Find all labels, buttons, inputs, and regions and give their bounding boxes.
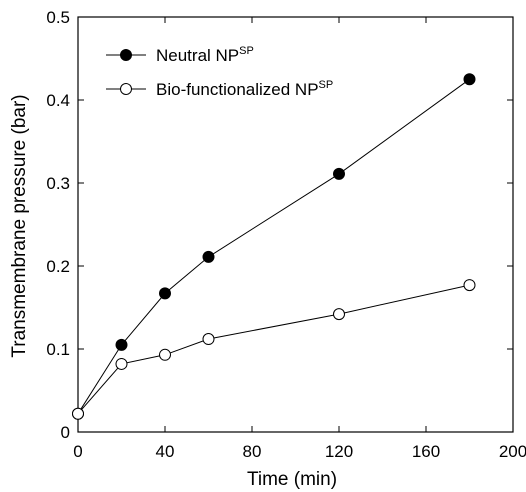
data-point-bio-functionalized	[115, 357, 128, 370]
series-line-neutral	[77, 78, 470, 414]
x-tick-label: 200	[499, 442, 526, 461]
series-line-bio-functionalized	[77, 284, 470, 415]
x-tick-label: 160	[412, 442, 440, 461]
data-point-neutral	[159, 287, 171, 300]
x-axis-label: Time (min)	[247, 469, 337, 490]
legend-label-neutral: Neutral NPSP	[156, 45, 254, 65]
data-point-bio-functionalized	[159, 348, 171, 361]
legend-label-superscript: SP	[239, 45, 254, 57]
y-tick-label: 0.4	[46, 91, 70, 110]
legend-marker-bio-functionalized	[120, 83, 132, 95]
y-tick-label: 0.3	[46, 174, 70, 193]
y-tick-label: 0.5	[46, 8, 70, 27]
y-axis-label: Transmembrane pressure (bar)	[9, 94, 30, 357]
legend-label-text: Bio-functionalized NP	[156, 80, 319, 99]
x-tick-label: 40	[156, 442, 175, 461]
data-point-neutral	[202, 250, 215, 263]
data-point-bio-functionalized	[72, 407, 84, 420]
data-point-bio-functionalized	[333, 308, 345, 321]
x-tick-label: 120	[325, 442, 353, 461]
x-tick-label: 80	[243, 442, 262, 461]
legend-label-text: Neutral NP	[156, 46, 239, 65]
y-tick-label: 0.2	[46, 257, 70, 276]
legend-label-bio-functionalized: Bio-functionalized NPSP	[156, 79, 333, 99]
y-tick-label: 0.1	[46, 340, 70, 359]
data-point-neutral	[333, 167, 345, 180]
data-point-neutral	[115, 338, 128, 351]
y-tick-label: 0	[61, 423, 70, 442]
data-point-neutral	[463, 73, 476, 86]
data-point-bio-functionalized	[463, 279, 476, 292]
legend-marker-neutral	[120, 49, 132, 61]
x-tick-label: 0	[73, 442, 82, 461]
legend-label-superscript: SP	[319, 79, 334, 91]
plot-frame	[77, 16, 514, 433]
data-point-bio-functionalized	[202, 333, 215, 346]
